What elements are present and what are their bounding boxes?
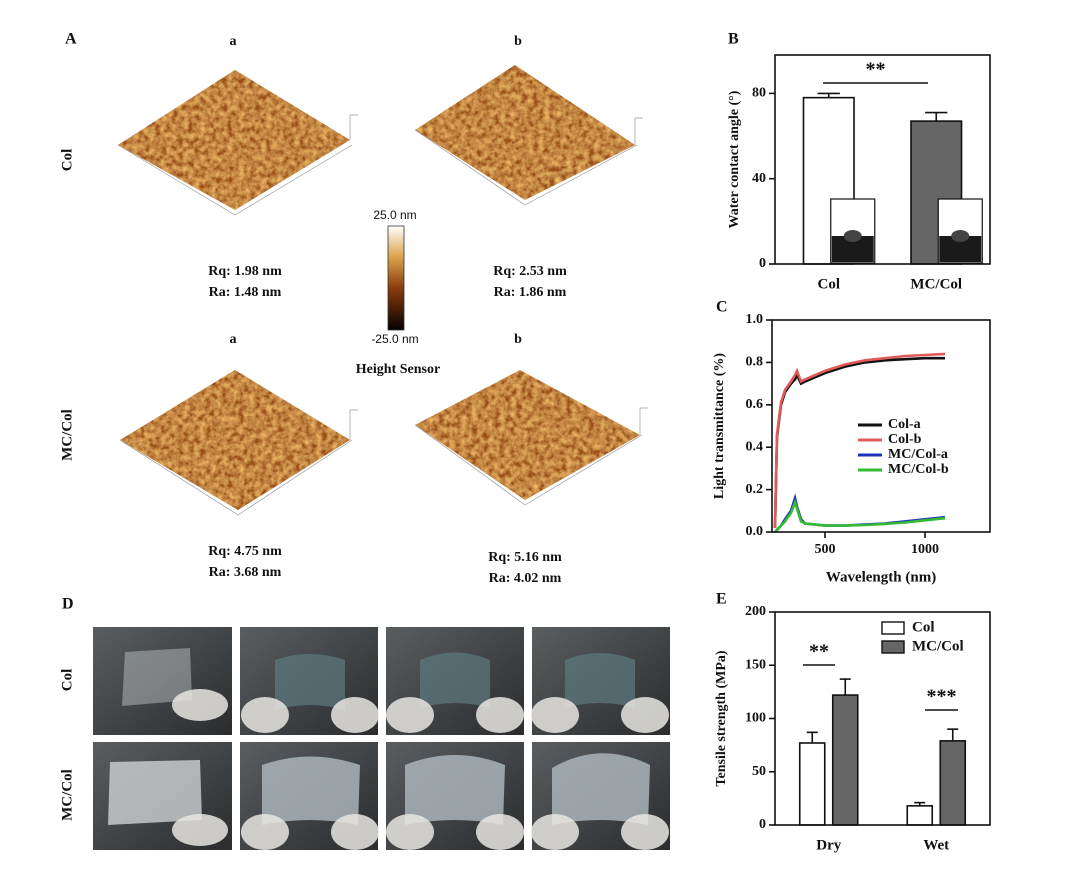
legend-label: MC/Col [912, 638, 964, 654]
afm-axes [117, 114, 648, 516]
bar [831, 694, 859, 826]
roughness-rq: Rq: 2.53 nm [493, 264, 567, 279]
plot-frame [771, 319, 991, 533]
charts: B Water contact angle (°) 0 40 80 Col MC/Col **… [712, 31, 991, 853]
x-axis-label: Wavelength (nm) [826, 569, 936, 585]
column-label: b [514, 34, 522, 49]
plot-frame [774, 54, 991, 265]
column-label: a [230, 332, 237, 347]
film-photos [93, 627, 670, 850]
panel-label: A [65, 31, 77, 48]
y-tick-label: 0.6 [746, 397, 764, 412]
legend-label: Col-a [888, 417, 921, 432]
y-tick-label: 200 [745, 604, 766, 619]
legend-label: MC/Col-a [888, 447, 948, 462]
significance-label: ** [866, 59, 886, 81]
colorbar [387, 225, 405, 331]
bar [906, 805, 934, 826]
y-tick-label: 0 [759, 817, 766, 832]
x-tick-label: Dry [816, 837, 841, 853]
panel-label: B [728, 31, 739, 48]
x-tick-label: Wet [923, 837, 949, 853]
roughness-rq: Rq: 4.75 nm [208, 544, 282, 559]
y-axis-label: Water contact angle (°) [727, 90, 742, 228]
panel-label: D [62, 596, 74, 613]
roughness-rq: Rq: 1.98 nm [208, 264, 282, 279]
x-tick-label: MC/Col [910, 276, 962, 292]
y-tick-label: 50 [752, 764, 766, 779]
y-axis-label: Light transmittance (%) [712, 353, 727, 500]
roughness-ra: Ra: 1.86 nm [494, 285, 567, 300]
y-axis-label: Tensile strength (MPa) [714, 650, 729, 786]
row-label: Col [59, 669, 75, 692]
x-tick-label: 1000 [911, 542, 939, 557]
panel-label: E [716, 591, 727, 608]
line-series [773, 352, 946, 528]
legend-label: MC/Col-b [888, 462, 949, 477]
colorbar-title: Height Sensor [356, 362, 440, 377]
x-tick-label: Col [818, 276, 841, 292]
y-tick-label: 1.0 [746, 312, 764, 327]
y-tick-label: 100 [745, 711, 766, 726]
colorbar-max: 25.0 nm [373, 208, 416, 222]
panel-label: C [716, 299, 728, 316]
droplet [951, 230, 970, 242]
roughness-ra: Ra: 1.48 nm [209, 285, 282, 300]
y-tick-label: 0.2 [746, 482, 764, 497]
plot-frame [774, 611, 991, 826]
legend-swatch [881, 640, 905, 654]
droplet [843, 230, 862, 242]
row-label: Col [59, 149, 75, 172]
column-label: a [230, 34, 237, 49]
bar [939, 740, 967, 826]
row-label: MC/Col [59, 409, 75, 461]
significance-label: ** [809, 641, 829, 663]
y-tick-label: 0.8 [746, 355, 764, 370]
y-tick-label: 0.0 [746, 524, 764, 539]
legend-label: Col-b [888, 432, 922, 447]
roughness-ra: Ra: 4.02 nm [489, 571, 562, 586]
x-tick-label: 500 [815, 542, 836, 557]
significance-label: *** [927, 686, 957, 708]
y-tick-label: 0 [759, 256, 766, 271]
roughness-ra: Ra: 3.68 nm [209, 565, 282, 580]
legend-label: Col [912, 619, 935, 635]
y-tick-label: 0.4 [746, 439, 764, 454]
row-label: MC/Col [59, 769, 75, 821]
column-label: b [514, 332, 522, 347]
line-series [774, 493, 946, 533]
roughness-rq: Rq: 5.16 nm [488, 550, 562, 565]
bar [798, 742, 826, 826]
line-series [774, 498, 946, 533]
y-tick-label: 80 [752, 86, 766, 101]
colorbar-min: -25.0 nm [371, 332, 418, 346]
legend-swatch [881, 621, 905, 635]
afm-surfaces [118, 65, 640, 510]
y-tick-label: 40 [752, 171, 766, 186]
y-tick-label: 150 [745, 657, 766, 672]
